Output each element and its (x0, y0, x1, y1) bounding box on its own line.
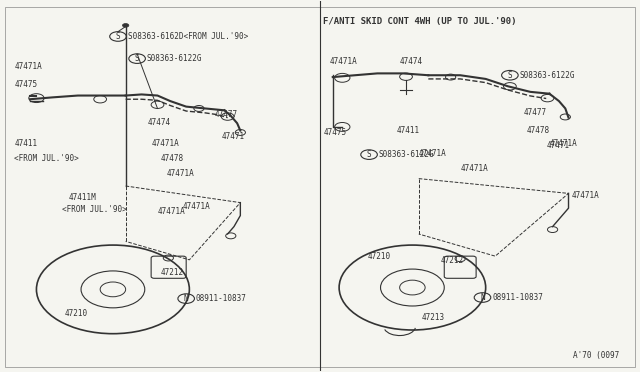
Text: N: N (184, 294, 189, 303)
Text: 47478: 47478 (527, 126, 550, 135)
Circle shape (122, 23, 129, 27)
Text: 47477: 47477 (215, 109, 238, 119)
Text: 47471A: 47471A (14, 61, 42, 71)
Text: 47475: 47475 (323, 128, 346, 137)
Text: 47212: 47212 (441, 256, 464, 265)
Text: 47471A: 47471A (330, 57, 357, 66)
Text: S: S (508, 71, 512, 80)
Text: N: N (480, 293, 485, 302)
Text: S08363-6122G: S08363-6122G (379, 150, 434, 159)
Text: <FROM JUL.'90>: <FROM JUL.'90> (14, 154, 79, 163)
Text: 47474: 47474 (148, 118, 171, 127)
Text: 47213: 47213 (422, 312, 445, 321)
Text: 47471A: 47471A (460, 164, 488, 173)
Text: 47471A: 47471A (572, 191, 600, 200)
Text: S08363-6122G: S08363-6122G (520, 71, 575, 80)
Text: S08363-6162D<FROM JUL.'90>: S08363-6162D<FROM JUL.'90> (127, 32, 248, 41)
Text: <FROM JUL.'90>: <FROM JUL.'90> (62, 205, 127, 215)
Text: 08911-10837: 08911-10837 (492, 293, 543, 302)
Text: 47471A: 47471A (183, 202, 211, 211)
Text: A'70 (0097: A'70 (0097 (573, 350, 620, 359)
Text: 47474: 47474 (399, 57, 423, 66)
Text: S: S (367, 150, 371, 159)
Text: 47210: 47210 (368, 252, 391, 262)
Text: 47471: 47471 (546, 141, 570, 150)
Text: 47471A: 47471A (419, 149, 447, 158)
Text: 47471: 47471 (221, 132, 244, 141)
Text: 47411: 47411 (14, 139, 37, 148)
Text: 47475: 47475 (14, 80, 37, 89)
Text: 47471A: 47471A (157, 207, 185, 217)
Text: 47212: 47212 (161, 268, 184, 277)
Text: 47478: 47478 (161, 154, 184, 163)
Text: F/ANTI SKID CONT 4WH (UP TO JUL.'90): F/ANTI SKID CONT 4WH (UP TO JUL.'90) (323, 17, 516, 26)
Text: S08363-6122G: S08363-6122G (147, 54, 202, 63)
Text: 47471A: 47471A (167, 169, 195, 177)
Text: 47477: 47477 (524, 108, 547, 117)
Text: 47471A: 47471A (151, 139, 179, 148)
Text: 47210: 47210 (65, 309, 88, 318)
Text: 08911-10837: 08911-10837 (196, 294, 246, 303)
Text: S: S (116, 32, 120, 41)
Text: 47411: 47411 (396, 126, 420, 135)
Text: 47471A: 47471A (549, 139, 577, 148)
Text: 47411M: 47411M (68, 193, 96, 202)
Text: S: S (135, 54, 140, 63)
